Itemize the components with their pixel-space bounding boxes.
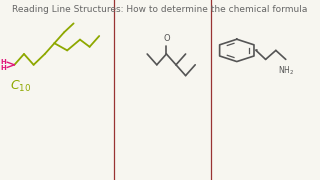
Text: NH$_2$: NH$_2$ bbox=[278, 65, 294, 77]
Text: H: H bbox=[0, 65, 6, 71]
Text: O: O bbox=[163, 34, 170, 43]
Text: Reading Line Structures: How to determine the chemical formula: Reading Line Structures: How to determin… bbox=[12, 4, 308, 14]
Text: H: H bbox=[0, 58, 6, 65]
Text: $C_{10}$: $C_{10}$ bbox=[10, 79, 31, 94]
